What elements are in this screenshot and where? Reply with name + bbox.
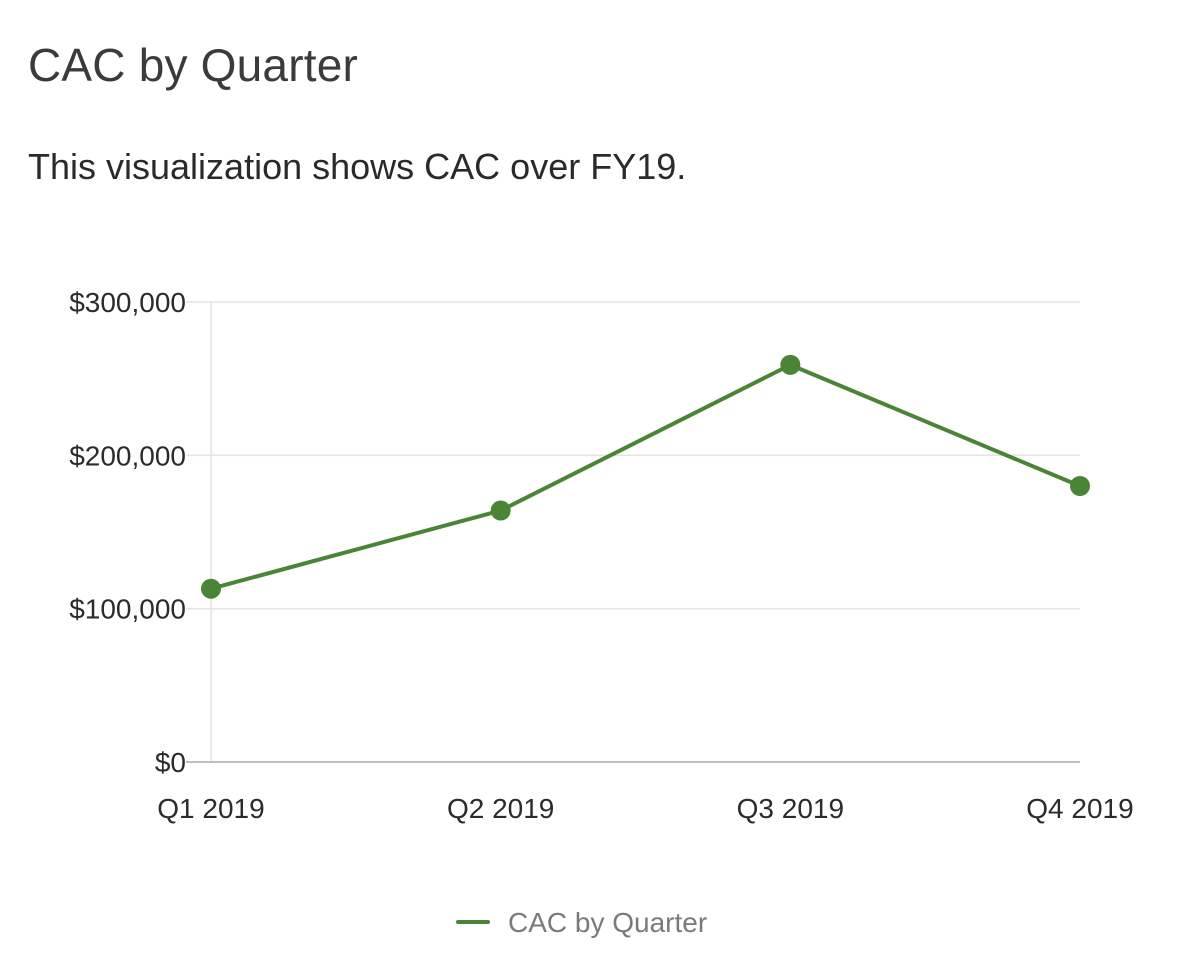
x-tick-label: Q1 2019 (157, 793, 264, 824)
data-point[interactable] (201, 578, 221, 599)
y-axis-labels: $0 $100,000 $200,000 $300,000 (69, 287, 186, 778)
x-tick-label: Q2 2019 (447, 793, 554, 824)
series-line (209, 362, 1082, 591)
data-point[interactable] (1070, 476, 1090, 496)
page-subtitle: This visualization shows CAC over FY19. (28, 146, 687, 187)
gridlines (186, 301, 1080, 763)
y-tick-label: $0 (155, 747, 186, 778)
data-point[interactable] (490, 500, 511, 521)
legend[interactable]: CAC by Quarter (456, 907, 707, 938)
series-layer (201, 354, 1090, 599)
legend-label: CAC by Quarter (508, 907, 707, 938)
data-point[interactable] (780, 354, 801, 375)
x-tick-label: Q3 2019 (737, 793, 844, 824)
y-tick-label: $200,000 (69, 440, 186, 471)
y-tick-label: $100,000 (69, 594, 186, 625)
page-title: CAC by Quarter (28, 39, 359, 91)
x-tick-label: Q4 2019 (1026, 793, 1133, 824)
y-tick-label: $300,000 (69, 287, 186, 318)
x-axis-labels: Q1 2019 Q2 2019 Q3 2019 Q4 2019 (157, 793, 1133, 824)
